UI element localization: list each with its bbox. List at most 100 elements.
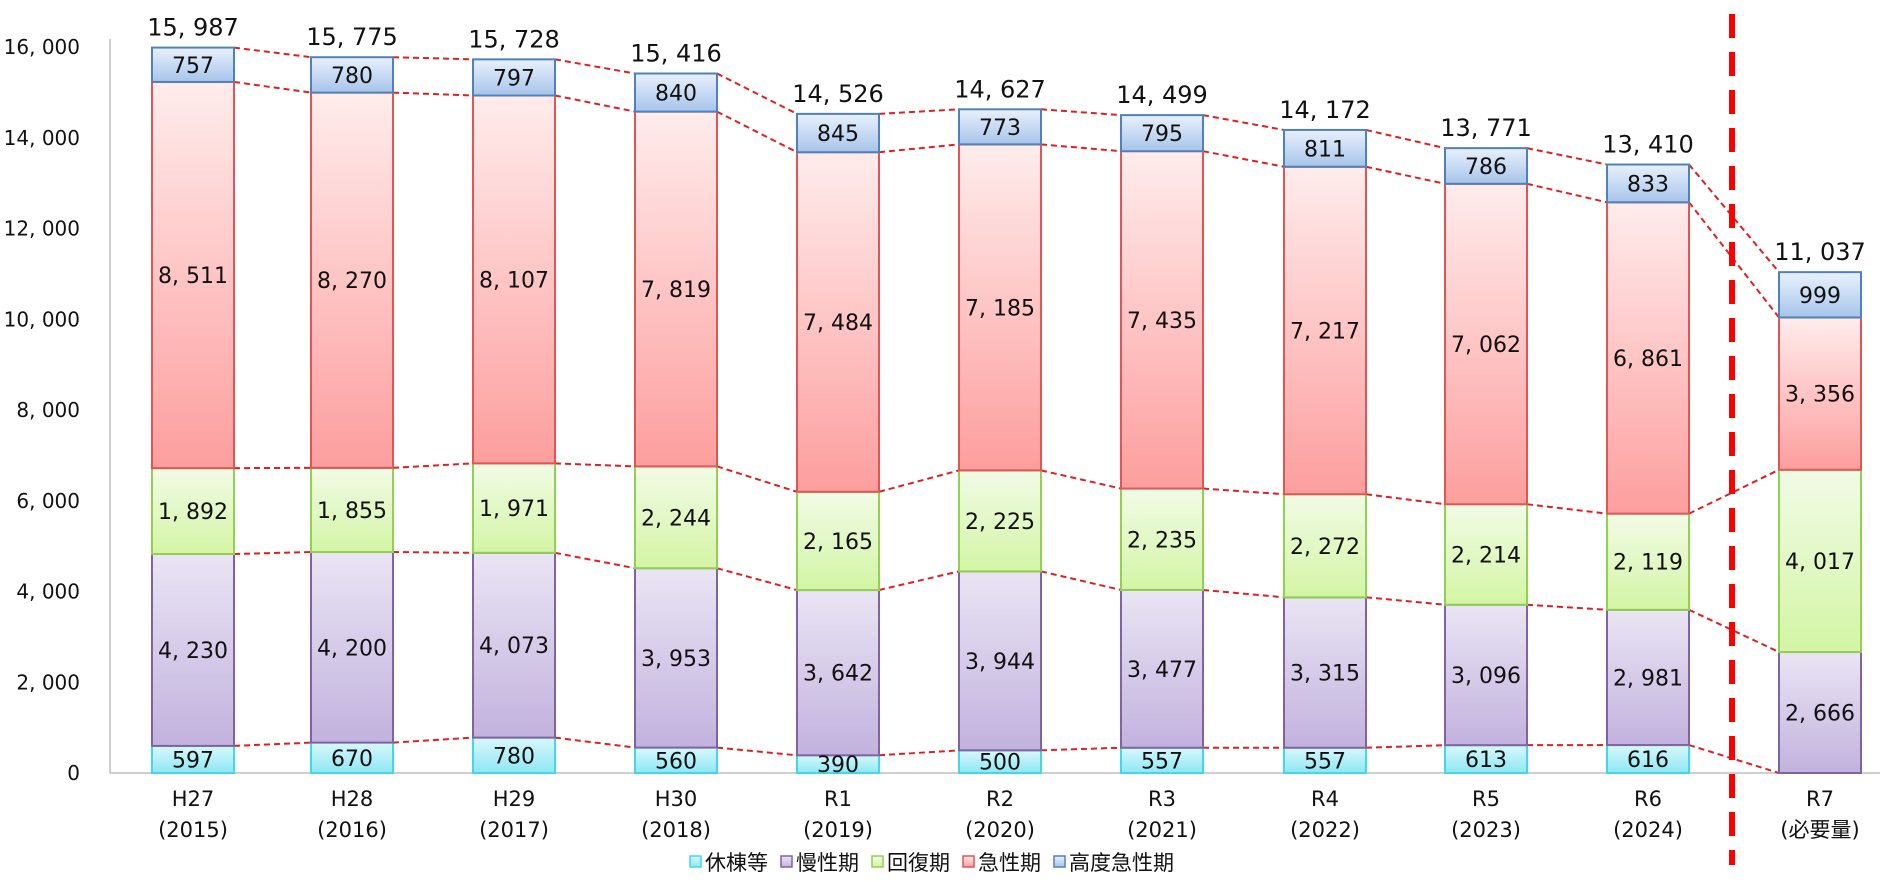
connector-line (1040, 108, 1122, 117)
x-tick-label: H28 (331, 787, 374, 811)
segment-value-label: 3, 315 (1290, 662, 1360, 687)
x-tick-label: H27 (172, 787, 215, 811)
connector-line (716, 110, 798, 154)
segment-value-label: 7, 484 (803, 311, 873, 336)
bar-segment (1444, 147, 1528, 185)
bar-segment (151, 552, 235, 747)
segment-value-label: 2, 119 (1613, 551, 1683, 576)
connector-line (1365, 744, 1446, 749)
legend-label: 回復期 (887, 851, 950, 875)
legend-swatch (871, 855, 884, 868)
x-tick-label: R4 (1311, 787, 1339, 811)
segment-value-label: 999 (1799, 284, 1841, 309)
bar-segment (310, 56, 394, 94)
segment-value-label: 773 (979, 116, 1021, 141)
segment-value-label: 4, 200 (317, 636, 387, 661)
connector-line (392, 462, 474, 469)
x-tick-label: R5 (1472, 787, 1500, 811)
y-tick-label: 6, 000 (16, 489, 80, 513)
bar-segment (1283, 746, 1367, 775)
bar-segment (1120, 150, 1204, 490)
bar-segment (634, 567, 718, 749)
connector-line (878, 749, 960, 757)
bar-segment (796, 589, 880, 757)
connector-line (1688, 608, 1780, 653)
connector-line (554, 58, 636, 75)
connector-line (716, 465, 798, 493)
connector-line (233, 741, 312, 747)
segment-value-label: 3, 096 (1451, 664, 1521, 689)
bar-segment (472, 58, 556, 97)
connector-line (1040, 570, 1122, 591)
y-axis: 0 2, 000 4, 000 6, 000 8, 000 10, 000 12, 000 1… (4, 35, 111, 785)
legend-label: 高度急性期 (1069, 851, 1174, 875)
legend-swatch (962, 855, 975, 868)
bar-segment (472, 736, 556, 774)
segment-value-label: 613 (1465, 748, 1507, 773)
bar-segment (310, 741, 394, 775)
bars (151, 46, 1862, 775)
connector-line (233, 551, 312, 555)
x-tick-label: H29 (493, 787, 536, 811)
y-tick-label: 4, 000 (16, 580, 80, 604)
segment-value-label: 2, 225 (965, 510, 1035, 535)
connector-line (1040, 746, 1122, 752)
segment-value-label: 811 (1304, 137, 1346, 162)
bar-segment (958, 108, 1042, 146)
total-label: 15, 775 (306, 23, 398, 51)
bar-segment (796, 112, 880, 154)
x-tick-sublabel: (2022) (1290, 818, 1360, 842)
bar-segment (634, 72, 718, 113)
data-labels: 597 4, 230 1, 892 8, 511 757 15, 987 670 4, 200… (147, 14, 1866, 779)
segment-value-label: 3, 944 (965, 650, 1035, 675)
bar-segment (472, 551, 556, 739)
segment-value-label: 2, 981 (1613, 666, 1683, 691)
connector-line (554, 736, 636, 749)
bar-segment (1606, 608, 1690, 747)
segment-value-label: 3, 356 (1785, 383, 1855, 408)
segment-value-label: 4, 230 (158, 639, 228, 664)
bar-segment (1283, 493, 1367, 599)
legend-label: 慢性期 (796, 851, 859, 875)
connector-line (878, 108, 960, 115)
x-tick-sublabel: (2015) (158, 818, 228, 842)
x-tick-sublabel: (2021) (1127, 818, 1197, 842)
x-tick-sublabel: (2024) (1613, 818, 1683, 842)
segment-value-label: 795 (1141, 122, 1183, 147)
connector-line (1526, 603, 1608, 611)
bar-segment (1444, 744, 1528, 774)
segment-value-label: 2, 165 (803, 530, 873, 555)
connector-line (1365, 596, 1446, 606)
bar-segment (310, 91, 394, 469)
bar-segment (634, 746, 718, 775)
bar-segment (151, 467, 235, 555)
bar-segment (472, 462, 556, 554)
y-tick-label: 2, 000 (16, 670, 80, 694)
total-label: 14, 627 (954, 75, 1046, 103)
connector-line (554, 462, 636, 468)
legend-swatch (689, 855, 702, 868)
segment-value-label: 7, 185 (965, 296, 1035, 321)
x-tick-label: R1 (824, 787, 852, 811)
bar-segment (1444, 182, 1528, 506)
connector-line (1365, 128, 1446, 150)
connector-line (1526, 503, 1608, 515)
connector-line (392, 551, 474, 554)
bar-segment (1606, 163, 1690, 204)
y-tick-label: 8, 000 (16, 398, 80, 422)
x-tick-sublabel: (2019) (803, 818, 873, 842)
connector-line (716, 567, 798, 592)
total-label: 13, 771 (1440, 114, 1532, 142)
total-label: 13, 410 (1602, 131, 1694, 159)
connector-line (1202, 588, 1285, 599)
connector-line (392, 736, 474, 744)
x-tick-sublabel: (2020) (965, 818, 1035, 842)
x-tick-sublabel: (2018) (641, 818, 711, 842)
bar-segment (958, 469, 1042, 573)
bar-segment (634, 465, 718, 570)
segment-value-label: 557 (1141, 749, 1183, 774)
y-tick-label: 16, 000 (4, 35, 80, 59)
total-label: 15, 728 (468, 25, 560, 53)
x-tick-sublabel: (2016) (317, 818, 387, 842)
total-label: 14, 526 (792, 80, 884, 108)
